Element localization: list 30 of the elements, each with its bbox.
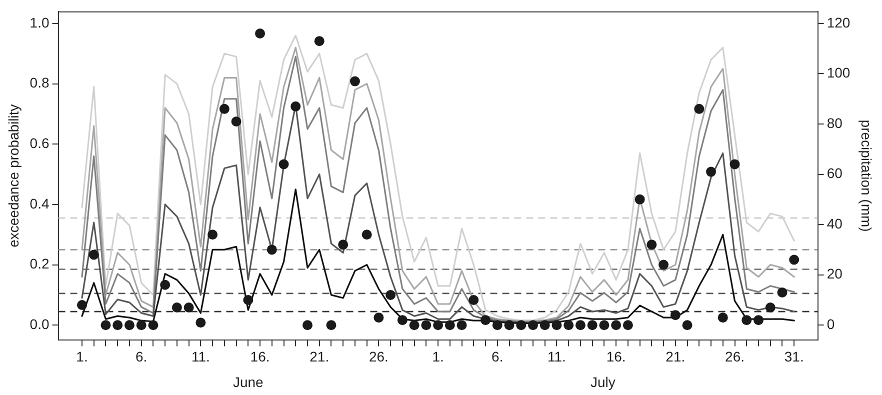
y2-tick-label: 20 xyxy=(826,266,843,282)
y-tick-label: 0.6 xyxy=(30,134,50,151)
y-axis-title: exceedance probability xyxy=(5,104,22,248)
x-tick-label: 6. xyxy=(135,348,148,364)
x-tick-label: 21. xyxy=(666,348,686,364)
x-tick-label: 11. xyxy=(191,348,210,364)
y2-tick-label: 60 xyxy=(826,165,843,182)
y2-tick-label: 40 xyxy=(826,215,843,232)
y-tick-label: 1.0 xyxy=(30,14,50,30)
y2-tick-label: 120 xyxy=(826,14,850,30)
y2-tick-label: 80 xyxy=(826,114,843,131)
y-tick-label: 0.4 xyxy=(30,195,50,212)
text: July xyxy=(590,374,616,390)
x-tick-label: 31. xyxy=(784,348,804,364)
x-tick-label: 16. xyxy=(250,348,270,364)
y2-axis-title: precipitation (mm) xyxy=(858,120,875,232)
x-tick-label: 1. xyxy=(76,348,88,364)
text: June xyxy=(232,374,264,390)
x-tick-label: 6. xyxy=(492,348,504,364)
y2-tick-label: 100 xyxy=(826,64,850,81)
y-tick-label: 0.2 xyxy=(30,256,50,272)
y-tick-label: 0.8 xyxy=(30,74,50,91)
x-tick-label: 16. xyxy=(606,348,626,364)
x-tick-label: 21. xyxy=(310,348,330,364)
y-tick-label: 0.0 xyxy=(30,316,50,332)
x-tick-label: 26. xyxy=(725,348,744,364)
x-tick-label: 1. xyxy=(432,348,444,364)
x-tick-label: 11. xyxy=(548,348,566,364)
y2-tick-label: 0 xyxy=(826,316,835,332)
x-tick-label: 26. xyxy=(368,348,388,364)
